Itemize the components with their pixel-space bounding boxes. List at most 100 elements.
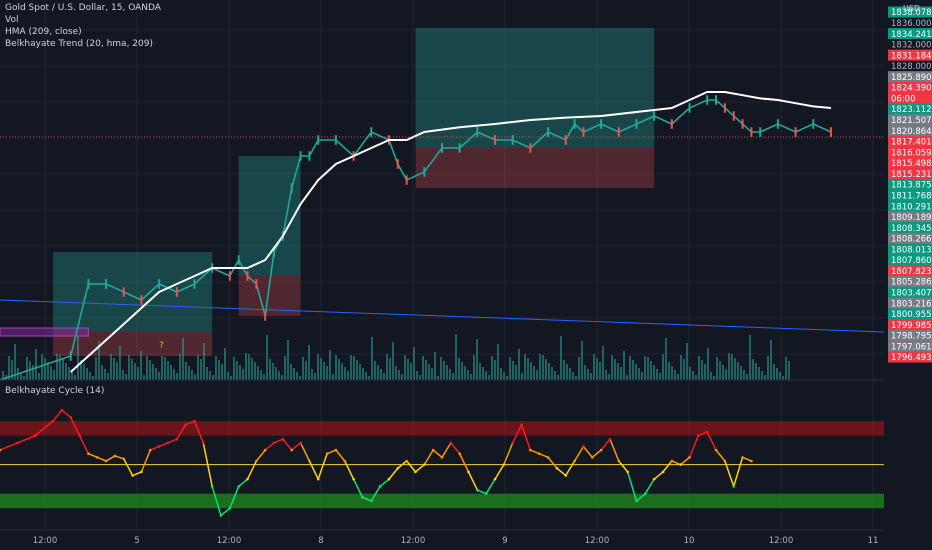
cycle-segment xyxy=(105,455,116,462)
volume-bar xyxy=(323,362,325,380)
cycle-point xyxy=(564,474,568,477)
price-label-box xyxy=(888,276,932,288)
volume-bar xyxy=(464,366,466,380)
volume-bar xyxy=(413,347,415,380)
volume-bar xyxy=(683,359,685,380)
cycle-point xyxy=(361,496,364,499)
price-label-box xyxy=(888,329,932,341)
volume-bar xyxy=(752,359,754,380)
volume-bar xyxy=(125,374,127,380)
price-label: 1809.189 xyxy=(891,213,932,223)
time-axis: 12:00 5 12:00 8 12:00 9 12:00 10 12:00 11 xyxy=(0,529,884,546)
price-label: 1803.216 xyxy=(891,299,932,309)
cycle-segment xyxy=(317,453,328,480)
cycle-point xyxy=(378,485,382,488)
volume-bar xyxy=(449,369,451,380)
cycle-point xyxy=(148,448,152,452)
price-label-box xyxy=(888,125,932,137)
cycle-segment xyxy=(291,442,302,451)
price-label-box xyxy=(888,222,932,234)
volume-bar xyxy=(776,368,778,380)
time-tick: 12:00 xyxy=(401,536,426,546)
cycle-point xyxy=(290,448,294,452)
cycle-point xyxy=(626,470,629,474)
price-label-box xyxy=(888,232,932,244)
volume-bar xyxy=(185,362,187,380)
price-label: 1817.401 xyxy=(891,138,932,148)
volume-bar xyxy=(551,367,553,380)
volume-bar xyxy=(656,369,658,380)
volume-bar xyxy=(221,364,223,380)
volume-bar xyxy=(161,356,163,380)
volume-bar xyxy=(563,360,565,380)
price-label: 1832.000 xyxy=(891,41,932,51)
price-label: 1797.061 xyxy=(891,342,932,352)
volume-bar xyxy=(467,370,469,380)
volume-bar xyxy=(401,374,403,380)
price-label: 1807.823 xyxy=(891,267,932,277)
cycle-segment xyxy=(78,435,90,455)
volume-bar xyxy=(629,356,631,380)
cycle-segment xyxy=(618,460,629,473)
cycle-point xyxy=(635,499,638,503)
volume-bar xyxy=(77,336,79,380)
zone-green xyxy=(53,252,213,332)
volume-bar xyxy=(644,356,646,380)
cycle-point xyxy=(608,437,612,441)
cycle-segment xyxy=(0,442,18,451)
volume-bar xyxy=(362,368,364,380)
volume-bar xyxy=(170,365,172,380)
volume-bar xyxy=(320,358,322,380)
volume-bar xyxy=(566,364,568,380)
hma-label: HMA (209, close) xyxy=(5,27,82,37)
cycle-segment xyxy=(742,456,752,462)
cycle-segment xyxy=(158,442,169,448)
volume-bar xyxy=(182,338,184,380)
price-label: 1815.231 xyxy=(891,170,932,180)
volume-bar xyxy=(554,371,556,380)
hma-series[interactable] xyxy=(70,91,832,373)
volume-bar xyxy=(113,358,115,380)
cycle-segment xyxy=(485,478,496,495)
price-label: 1820.864 xyxy=(891,127,932,137)
volume-bar xyxy=(287,340,289,380)
cycle-point xyxy=(16,441,19,445)
volume-bar xyxy=(422,356,424,380)
volume-bar xyxy=(746,374,748,380)
volume-bar xyxy=(302,357,304,380)
volume-bar xyxy=(527,358,529,380)
cycle-point xyxy=(511,441,515,445)
volume-bar xyxy=(338,359,340,380)
time-tick: 12:00 xyxy=(217,536,242,546)
cycle-point xyxy=(193,419,196,423)
price-label-box xyxy=(888,114,932,126)
volume-bar xyxy=(194,374,196,380)
volume-bar xyxy=(86,368,88,380)
volume-bar xyxy=(428,364,430,380)
cycle-segment xyxy=(494,464,505,480)
volume-bar xyxy=(263,374,265,380)
trendline[interactable] xyxy=(0,299,885,333)
volume-bar xyxy=(47,362,49,380)
cycle-point xyxy=(502,463,506,466)
volume-bar xyxy=(116,362,118,380)
volume-bar xyxy=(350,355,352,380)
price-label: 1816.059 xyxy=(891,148,932,158)
volume-bar xyxy=(299,376,301,380)
volume-bar xyxy=(44,358,46,380)
price-label-box xyxy=(888,135,932,147)
volume-bar xyxy=(278,371,280,380)
volume-bar xyxy=(581,341,583,380)
volume-bar xyxy=(722,365,724,380)
volume-bar xyxy=(767,356,769,380)
cycle-point xyxy=(697,434,700,437)
volume-bar xyxy=(251,358,253,380)
cycle-point xyxy=(387,477,391,481)
volume-bar xyxy=(497,344,499,380)
volume-bar xyxy=(737,362,739,380)
volume-bar xyxy=(713,376,715,380)
volume-bar xyxy=(290,364,292,380)
volume-bar xyxy=(89,372,91,380)
volume-bar xyxy=(257,366,259,380)
